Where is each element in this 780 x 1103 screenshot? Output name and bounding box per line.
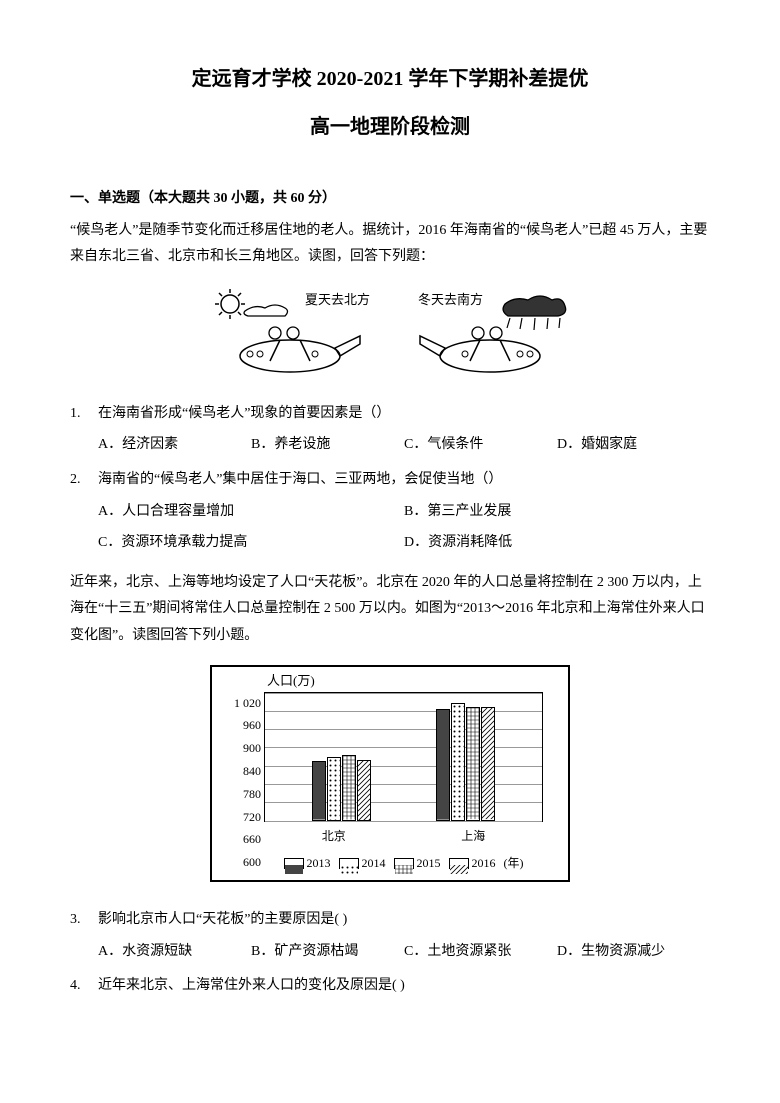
question-2: 2. 海南省的“候鸟老人”集中居住于海口、三亚两地，会促使当地（）: [70, 467, 710, 494]
question-1: 1. 在海南省形成“候鸟老人”现象的首要因素是（）: [70, 401, 710, 428]
q3-stem: 影响北京市人口“天花板”的主要原因是( ): [98, 907, 710, 934]
q3-opt-c: C．土地资源紧张: [404, 939, 557, 966]
q3-opt-a: A．水资源短缺: [98, 939, 251, 966]
grid-line: [265, 693, 542, 694]
legend-swatch: [394, 858, 414, 869]
y-tick: 960: [222, 714, 261, 737]
grid-line: [265, 766, 542, 767]
q2-opt-c: C．资源环境承载力提高: [98, 530, 404, 557]
y-tick: 1 020: [222, 692, 261, 715]
grid-line: [265, 711, 542, 712]
legend-swatch: [449, 858, 469, 869]
question-4: 4. 近年来北京、上海常住外来人口的变化及原因是( ): [70, 973, 710, 1000]
image-summer-north: 夏天去北方: [210, 286, 370, 376]
population-chart: 人口(万) 1 020960900840780720660600 北京上海 20…: [70, 665, 710, 883]
legend-swatch: [284, 858, 304, 869]
q3-num: 3.: [70, 907, 98, 934]
passage-1-images: 夏天去北方 冬天去南方: [70, 286, 710, 376]
caption-winter: 冬天去南方: [418, 292, 483, 307]
bar: [327, 757, 341, 821]
bar: [312, 761, 326, 821]
title-line1: 定远育才学校 2020-2021 学年下学期补差提优: [70, 60, 710, 98]
bar: [481, 707, 495, 820]
q1-opt-a: A．经济因素: [98, 432, 251, 459]
grid-line: [265, 784, 542, 785]
grid-line: [265, 802, 542, 803]
q2-opt-b: B．第三产业发展: [404, 499, 710, 526]
grid-line: [265, 729, 542, 730]
chart-ylabel: 人口(万): [267, 669, 315, 694]
y-tick: 720: [222, 806, 261, 829]
x-label: 上海: [404, 825, 544, 848]
bar-group-beijing: [312, 755, 371, 820]
q2-stem: 海南省的“候鸟老人”集中居住于海口、三亚两地，会促使当地（）: [98, 467, 710, 494]
bar: [451, 703, 465, 821]
q1-options: A．经济因素 B．养老设施 C．气候条件 D．婚姻家庭: [98, 432, 710, 459]
y-tick: 840: [222, 760, 261, 783]
bar: [436, 709, 450, 821]
legend-label: 2013: [307, 852, 331, 875]
title-line2: 高一地理阶段检测: [70, 108, 710, 146]
chart-plot: [264, 692, 543, 822]
y-tick: 660: [222, 828, 261, 851]
legend-label: 2014: [362, 852, 386, 875]
legend-item: 2016: [449, 852, 496, 875]
question-3: 3. 影响北京市人口“天花板”的主要原因是( ): [70, 907, 710, 934]
q3-opt-d: D．生物资源减少: [557, 939, 710, 966]
legend-swatch: [339, 858, 359, 869]
y-tick: 780: [222, 783, 261, 806]
q2-opt-d: D．资源消耗降低: [404, 530, 710, 557]
x-label: 北京: [264, 825, 404, 848]
q4-num: 4.: [70, 973, 98, 1000]
q1-opt-b: B．养老设施: [251, 432, 404, 459]
q2-options: A．人口合理容量增加 B．第三产业发展 C．资源环境承载力提高 D．资源消耗降低: [98, 499, 710, 562]
legend-item: 2014: [339, 852, 386, 875]
legend-item: 2013: [284, 852, 331, 875]
grid-line: [265, 747, 542, 748]
bar: [342, 755, 356, 820]
legend-item: 2015: [394, 852, 441, 875]
q1-opt-c: C．气候条件: [404, 432, 557, 459]
q1-opt-d: D．婚姻家庭: [557, 432, 710, 459]
bar-group-shanghai: [436, 703, 495, 821]
y-tick: 900: [222, 737, 261, 760]
q1-num: 1.: [70, 401, 98, 428]
q4-stem: 近年来北京、上海常住外来人口的变化及原因是( ): [98, 973, 710, 1000]
q3-options: A．水资源短缺 B．矿产资源枯竭 C．土地资源紧张 D．生物资源减少: [98, 939, 710, 966]
q2-num: 2.: [70, 467, 98, 494]
caption-summer: 夏天去北方: [305, 292, 370, 307]
grid-line: [265, 821, 542, 822]
chart-legend: 2013 2014 2015 2016 (年): [222, 852, 543, 875]
q3-opt-b: B．矿产资源枯竭: [251, 939, 404, 966]
legend-label: 2016: [472, 852, 496, 875]
passage-1: “候鸟老人”是随季节变化而迁移居住地的老人。据统计，2016 年海南省的“候鸟老…: [70, 218, 710, 271]
image-winter-south: 冬天去南方: [410, 286, 570, 376]
bar: [466, 707, 480, 820]
bar: [357, 760, 371, 821]
y-tick: 600: [222, 851, 261, 874]
chart-x-labels: 北京上海: [222, 825, 543, 848]
legend-label: 2015: [417, 852, 441, 875]
passage-2: 近年来，北京、上海等地均设定了人口“天花板”。北京在 2020 年的人口总量将控…: [70, 570, 710, 650]
q1-stem: 在海南省形成“候鸟老人”现象的首要因素是（）: [98, 401, 710, 428]
section-heading: 一、单选题（本大题共 30 小题，共 60 分）: [70, 186, 710, 213]
legend-unit: (年): [504, 852, 524, 875]
q2-opt-a: A．人口合理容量增加: [98, 499, 404, 526]
chart-y-axis: 1 020960900840780720660600: [222, 677, 264, 822]
